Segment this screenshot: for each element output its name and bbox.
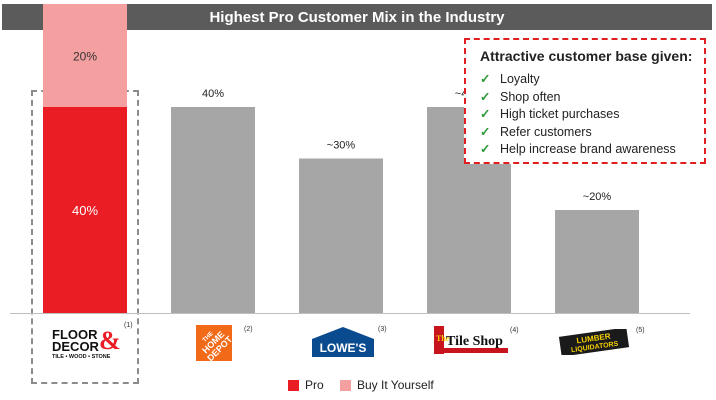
home-depot-logo: THE HOME DEPOT: [196, 325, 232, 361]
callout-list: ✓ Loyalty ✓ Shop often ✓ High ticket purcha…: [480, 71, 676, 159]
callout-heading: Attractive customer base given:: [480, 48, 693, 64]
floor-decor-logo-ampersand: &: [99, 326, 121, 355]
legend-item-biy: Buy It Yourself: [340, 378, 434, 392]
bar-total-label: ~30%: [327, 140, 356, 152]
callout-item-text: Loyalty: [500, 72, 540, 86]
segment-label-biy: 20%: [73, 50, 97, 64]
tile-shop-logo-the: The: [436, 334, 450, 343]
legend-swatch-biy: [340, 379, 351, 391]
tile-shop-logo-name: Tile Shop: [446, 334, 503, 349]
callout-item: ✓ Refer customers: [480, 124, 676, 142]
floor-decor-logo-line1: FLOOR: [52, 327, 98, 342]
floor-decor-logo-line2: DECOR: [52, 339, 100, 354]
callout-item-text: Refer customers: [500, 124, 592, 139]
callout-item-text: Help increase brand awareness: [500, 142, 676, 156]
callout-item-text: Shop often: [500, 89, 561, 104]
legend-item-pro: Pro: [288, 378, 324, 392]
callout-item: ✓ Help increase brand awareness: [480, 141, 676, 159]
lumber-liquidators-logo: LUMBER LIQUIDATORS: [558, 329, 630, 355]
callout-item-text: High ticket purchases: [500, 107, 620, 121]
tile-shop-logo: The Tile Shop: [434, 326, 508, 354]
bar-pro: [299, 158, 383, 313]
legend-swatch-pro: [288, 379, 299, 391]
chart-legend: Pro Buy It Yourself: [0, 378, 716, 394]
callout-box: Attractive customer base given: ✓ Loyalty…: [464, 38, 706, 164]
footnote-5: (5): [636, 327, 645, 334]
segment-label-pro: 40%: [72, 203, 98, 218]
bar-biy: [43, 4, 127, 107]
callout-item: ✓ Shop often: [480, 89, 676, 107]
page-title-text: Highest Pro Customer Mix in the Industry: [209, 8, 505, 26]
callout-item: ✓ High ticket purchases: [480, 106, 676, 124]
bar-total-label: ~20%: [583, 191, 612, 203]
floor-decor-logo: FLOOR DECOR & TILE • WOOD • STONE: [52, 326, 121, 360]
lowes-logo-text: LOWE'S: [320, 341, 367, 355]
check-icon: ✓: [480, 89, 491, 104]
footnote-1: (1): [124, 322, 133, 329]
bar-total-label: 40%: [202, 88, 224, 100]
check-icon: ✓: [480, 107, 491, 121]
callout-item: ✓ Loyalty: [480, 71, 676, 89]
check-icon: ✓: [480, 72, 491, 86]
bar-pro: [555, 210, 639, 313]
lowes-logo: LOWE'S: [312, 327, 374, 357]
legend-label-pro: Pro: [305, 378, 324, 392]
footnote-3: (3): [378, 326, 387, 333]
check-icon: ✓: [480, 124, 491, 139]
check-icon: ✓: [480, 142, 491, 156]
legend-label-biy: Buy It Yourself: [357, 378, 434, 392]
bar-pro: [43, 107, 127, 313]
footnote-2: (2): [244, 326, 253, 333]
bar-pro: [171, 107, 255, 313]
footnote-4: (4): [510, 327, 519, 334]
floor-decor-logo-tagline: TILE • WOOD • STONE: [52, 354, 111, 360]
